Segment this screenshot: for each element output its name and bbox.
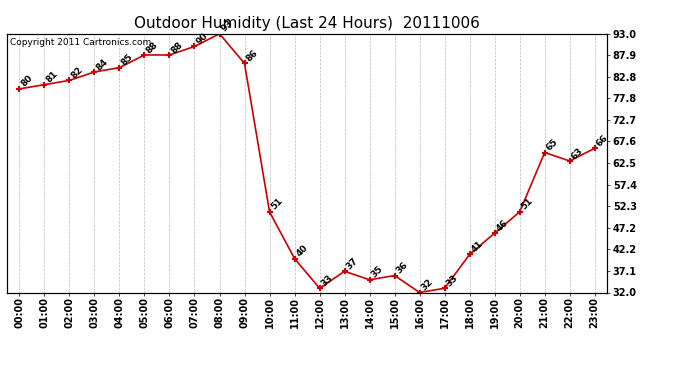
- Text: 84: 84: [95, 57, 110, 72]
- Text: 85: 85: [119, 53, 135, 68]
- Text: 35: 35: [370, 265, 385, 280]
- Text: 40: 40: [295, 243, 310, 259]
- Text: 32: 32: [420, 277, 435, 292]
- Text: 88: 88: [144, 40, 159, 55]
- Text: 66: 66: [595, 133, 610, 148]
- Text: 90: 90: [195, 31, 210, 46]
- Text: 81: 81: [44, 69, 59, 85]
- Text: 33: 33: [319, 273, 335, 288]
- Text: 93: 93: [219, 18, 235, 34]
- Text: 33: 33: [444, 273, 460, 288]
- Text: 82: 82: [70, 65, 85, 80]
- Text: 46: 46: [495, 218, 510, 233]
- Text: 86: 86: [244, 48, 259, 63]
- Text: 41: 41: [470, 239, 485, 254]
- Text: 88: 88: [170, 40, 185, 55]
- Text: 80: 80: [19, 74, 34, 89]
- Text: 36: 36: [395, 260, 410, 276]
- Text: 51: 51: [270, 197, 285, 212]
- Title: Outdoor Humidity (Last 24 Hours)  20111006: Outdoor Humidity (Last 24 Hours) 2011100…: [134, 16, 480, 31]
- Text: 51: 51: [520, 197, 535, 212]
- Text: Copyright 2011 Cartronics.com: Copyright 2011 Cartronics.com: [10, 38, 151, 46]
- Text: 37: 37: [344, 256, 360, 271]
- Text: 63: 63: [570, 146, 585, 161]
- Text: 65: 65: [544, 137, 560, 153]
